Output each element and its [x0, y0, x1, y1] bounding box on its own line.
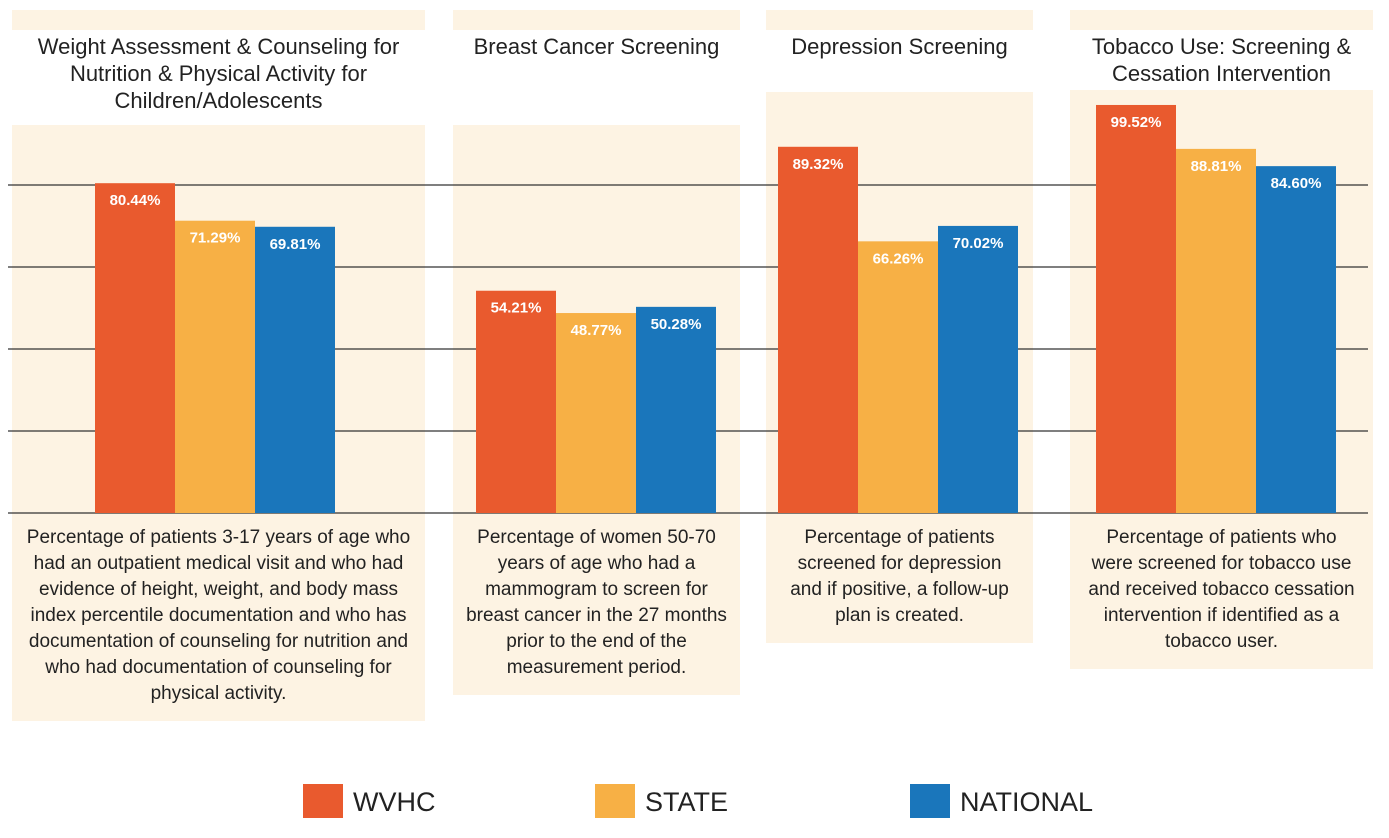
legend-swatch [303, 784, 343, 818]
bar [778, 146, 858, 513]
group-title: Depression Screening [791, 34, 1008, 59]
value-label: 48.77% [571, 322, 622, 339]
group-title: Tobacco Use: Screening & Cessation Inter… [1091, 34, 1352, 86]
bar [858, 241, 938, 514]
value-label: 84.60% [1271, 175, 1322, 192]
bar [556, 313, 636, 513]
legend-label: NATIONAL [960, 787, 1093, 817]
panel-top-strip [766, 10, 1033, 30]
legend-swatch [595, 784, 635, 818]
value-label: 69.81% [270, 236, 321, 253]
bar [636, 306, 716, 513]
bar [95, 183, 175, 514]
bar [255, 226, 335, 514]
panel-top-strip [453, 10, 740, 30]
bar [1256, 166, 1336, 513]
bar [175, 220, 255, 513]
bar [1176, 148, 1256, 513]
legend-label: STATE [645, 787, 728, 817]
panel-top-strip [1070, 10, 1373, 30]
panel-top-strip [12, 10, 425, 30]
value-label: 89.32% [793, 156, 844, 173]
legend-label: WVHC [353, 787, 436, 817]
group-description: Percentage of patients screened for depr… [766, 513, 1033, 643]
value-label: 70.02% [953, 235, 1004, 252]
group-title: Weight Assessment & Counseling for Nutri… [37, 34, 400, 113]
value-label: 99.52% [1111, 114, 1162, 131]
group-description: Percentage of patients who were screened… [1070, 513, 1373, 669]
bar [1096, 104, 1176, 513]
group-title: Breast Cancer Screening [473, 34, 720, 59]
value-label: 50.28% [651, 316, 702, 333]
value-label: 66.26% [873, 250, 924, 267]
bar [938, 225, 1018, 513]
value-label: 80.44% [110, 192, 161, 209]
value-label: 88.81% [1191, 158, 1242, 175]
group-description: Percentage of women 50-70 years of age w… [453, 513, 740, 695]
group-description: Percentage of patients 3-17 years of age… [12, 513, 425, 721]
value-label: 71.29% [190, 230, 241, 247]
value-label: 54.21% [491, 300, 542, 317]
bar [476, 290, 556, 513]
legend-swatch [910, 784, 950, 818]
